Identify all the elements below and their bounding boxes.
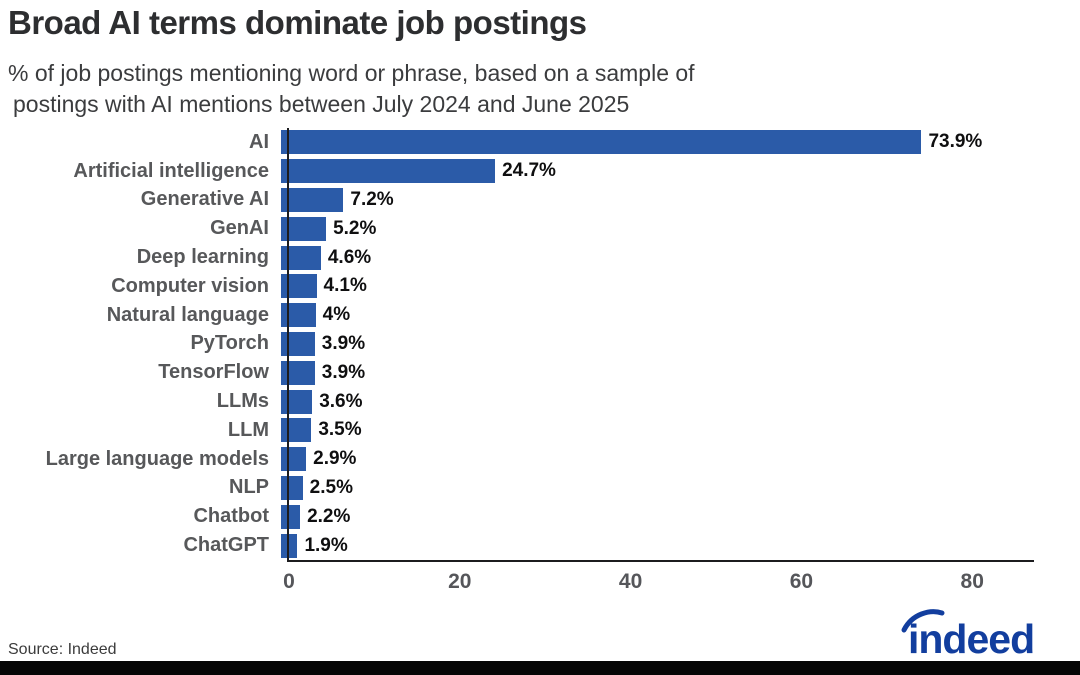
value-label: 2.9% xyxy=(313,448,357,470)
bar-track: 4.1% xyxy=(279,272,1035,301)
x-tick-label: 20 xyxy=(448,570,472,593)
bar-track: 2.5% xyxy=(279,474,1035,503)
x-axis-ticks: 0 20 40 60 80 xyxy=(283,570,1032,600)
bar-row: Computer vision 4.1% xyxy=(0,272,1035,301)
bar xyxy=(281,475,303,500)
value-label: 3.6% xyxy=(319,390,363,412)
bar-row: GenAI 5.2% xyxy=(0,214,1035,243)
bar-row: PyTorch 3.9% xyxy=(0,330,1035,359)
chart-subtitle-line1: % of job postings mentioning word or phr… xyxy=(8,60,695,86)
bar-rows: AI 73.9% Artificial intelligence 24.7% Gener… xyxy=(0,128,1035,560)
category-label: Computer vision xyxy=(111,274,269,297)
bar xyxy=(281,331,315,356)
bar xyxy=(281,389,313,414)
bar-track: 3.6% xyxy=(279,387,1035,416)
x-tick-label: 40 xyxy=(618,570,643,593)
bar xyxy=(281,274,317,299)
bar-track: 4% xyxy=(279,301,1035,330)
bar xyxy=(281,360,315,385)
bar-track: 3.9% xyxy=(279,330,1035,359)
logo-swoosh-icon xyxy=(901,609,945,633)
bar-track: 3.5% xyxy=(279,416,1035,445)
category-label: TensorFlow xyxy=(158,361,269,384)
value-label: 3.9% xyxy=(321,361,366,383)
category-label: Large language models xyxy=(45,447,269,470)
bar xyxy=(281,533,298,558)
value-label: 4.6% xyxy=(327,246,372,268)
bar-row: NLP 2.5% xyxy=(0,474,1035,503)
bar xyxy=(281,303,316,328)
bar-row: AI 73.9% xyxy=(0,128,1035,157)
bottom-black-bar xyxy=(0,661,1080,675)
bar-track: 2.9% xyxy=(279,445,1035,474)
value-label: 3.5% xyxy=(318,419,362,441)
value-label: 4.1% xyxy=(323,275,367,297)
category-label: Chatbot xyxy=(193,505,269,528)
indeed-logo: indeed xyxy=(901,609,1035,660)
value-label: 2.5% xyxy=(309,476,353,498)
category-label: Natural language xyxy=(106,303,269,326)
bar-row: LLM 3.5% xyxy=(0,416,1035,445)
bar-row: TensorFlow 3.9% xyxy=(0,358,1035,387)
category-label: ChatGPT xyxy=(183,534,269,557)
category-label: LLMs xyxy=(216,390,269,413)
value-label: 1.9% xyxy=(304,534,348,556)
bar xyxy=(281,130,922,155)
category-label: Artificial intelligence xyxy=(73,159,269,182)
bar-row: Chatbot 2.2% xyxy=(0,502,1035,531)
category-label: AI xyxy=(249,130,269,153)
chart-subtitle-line2: postings with AI mentions between July 2… xyxy=(13,91,630,117)
bar xyxy=(281,418,312,443)
bar xyxy=(281,504,301,529)
bar-row: Natural language 4% xyxy=(0,301,1035,330)
category-label: PyTorch xyxy=(190,332,269,355)
value-label: 3.9% xyxy=(321,332,366,354)
bar-row: LLMs 3.6% xyxy=(0,387,1035,416)
chart-title: Broad AI terms dominate job postings xyxy=(8,4,587,41)
x-tick-label: 80 xyxy=(960,570,984,593)
bar-track: 3.9% xyxy=(279,358,1035,387)
x-axis-line xyxy=(287,560,1034,562)
category-label: GenAI xyxy=(210,217,269,240)
bar xyxy=(281,447,307,472)
category-label: Generative AI xyxy=(140,188,269,211)
source-note: Source: Indeed xyxy=(8,641,117,658)
bar-row: Artificial intelligence 24.7% xyxy=(0,157,1035,186)
value-label: 2.2% xyxy=(307,505,351,527)
value-label: 24.7% xyxy=(502,160,556,182)
bar-row: ChatGPT 1.9% xyxy=(0,531,1035,560)
bar-row: Deep learning 4.6% xyxy=(0,243,1035,272)
category-label: LLM xyxy=(227,418,269,441)
bar-track: 1.9% xyxy=(279,531,1035,560)
x-tick-label: 60 xyxy=(789,570,814,593)
bar-track: 73.9% xyxy=(279,128,1035,157)
bar-track: 2.2% xyxy=(279,502,1035,531)
bar-track: 5.2% xyxy=(279,214,1035,243)
value-label: 5.2% xyxy=(333,217,377,239)
logo-text: indeed xyxy=(908,616,1034,660)
bar xyxy=(281,159,496,184)
bar-chart: AI 73.9% Artificial intelligence 24.7% Gener… xyxy=(0,128,1080,598)
bar-track: 4.6% xyxy=(279,243,1035,272)
bar-track: 7.2% xyxy=(279,186,1035,215)
value-label: 7.2% xyxy=(350,188,394,210)
bar xyxy=(281,187,344,212)
y-axis-line xyxy=(287,128,289,562)
category-label: NLP xyxy=(229,476,269,499)
bar-row: Large language models 2.9% xyxy=(0,445,1035,474)
bar-track: 24.7% xyxy=(279,157,1035,186)
x-tick-label: 0 xyxy=(283,570,295,593)
chart-subtitle: % of job postings mentioning word or phr… xyxy=(8,58,695,120)
value-label: 4% xyxy=(322,304,351,326)
bar-row: Generative AI 7.2% xyxy=(0,186,1035,215)
value-label: 73.9% xyxy=(928,131,983,153)
category-label: Deep learning xyxy=(136,246,269,269)
